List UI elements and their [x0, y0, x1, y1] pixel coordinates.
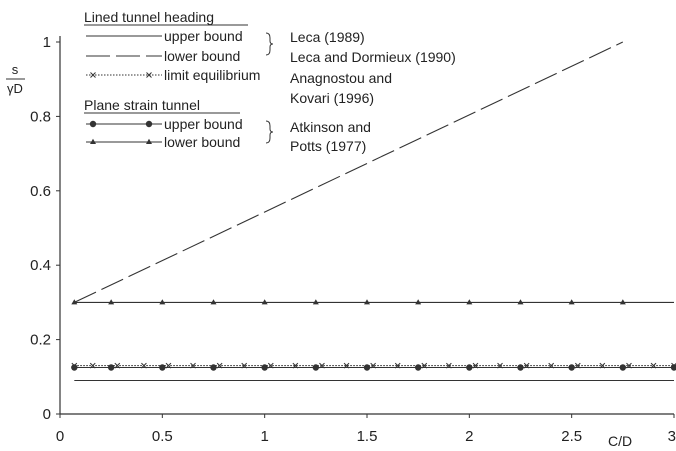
- legend-brace: [266, 33, 273, 55]
- point: [313, 364, 319, 370]
- point: [466, 364, 472, 370]
- y-axis-label-numerator: s: [12, 62, 19, 77]
- legend-brace: [266, 121, 273, 143]
- legend-source: Anagnostou and: [290, 70, 392, 86]
- point: [91, 73, 96, 78]
- point: [569, 299, 575, 304]
- y-tick-label: 0: [43, 406, 51, 423]
- y-tick-label: 0.2: [30, 332, 51, 349]
- point: [518, 299, 524, 304]
- x-axis-label: C/D: [608, 433, 632, 449]
- point: [415, 299, 421, 304]
- x-tick-label: 2.5: [561, 428, 582, 445]
- point: [620, 364, 626, 370]
- y-tick-label: 0.4: [30, 257, 51, 274]
- x-tick-label: 0.5: [152, 428, 173, 445]
- x-tick-label: 0: [56, 428, 64, 445]
- y-axis-label-denominator: γD: [7, 81, 23, 96]
- legend-label: upper bound: [164, 116, 243, 132]
- point: [146, 121, 152, 127]
- series-lower-bound-plane-strain-: [71, 299, 674, 304]
- point: [90, 139, 96, 144]
- legend-label: lower bound: [164, 134, 240, 150]
- legend: Lined tunnel heading upper bound lower bou…: [84, 9, 456, 154]
- point: [261, 364, 267, 370]
- legend-group-title: Plane strain tunnel: [84, 97, 200, 113]
- point: [108, 299, 114, 304]
- legend-source: Leca and Dormieux (1990): [290, 49, 456, 65]
- point: [159, 364, 165, 370]
- legend-group-title: Lined tunnel heading: [84, 9, 214, 25]
- x-tick-label: 2: [465, 428, 473, 445]
- point: [211, 299, 217, 304]
- legend-source: Potts (1977): [290, 138, 366, 154]
- y-tick-label: 0.6: [30, 183, 51, 200]
- x-tick-label: 3: [668, 428, 676, 445]
- point: [364, 299, 370, 304]
- x-tick-label: 1.5: [357, 428, 378, 445]
- legend-source: Leca (1989): [290, 29, 365, 45]
- x-tick-label: 1: [260, 428, 268, 445]
- y-tick-label: 1: [43, 34, 51, 51]
- point: [415, 364, 421, 370]
- legend-label: limit equilibrium: [164, 67, 260, 83]
- y-tick-label: 0.8: [30, 108, 51, 125]
- legend-source: Kovari (1996): [290, 90, 374, 106]
- point: [568, 364, 574, 370]
- point: [313, 299, 319, 304]
- legend-label: lower bound: [164, 48, 240, 64]
- point: [517, 364, 523, 370]
- point: [146, 139, 152, 144]
- point: [108, 364, 114, 370]
- point: [262, 299, 268, 304]
- legend-label: upper bound: [164, 28, 243, 44]
- legend-source: Atkinson and: [290, 119, 371, 135]
- point: [159, 299, 165, 304]
- point: [210, 364, 216, 370]
- point: [364, 364, 370, 370]
- point: [71, 364, 77, 370]
- point: [90, 121, 96, 127]
- point: [466, 299, 472, 304]
- point: [620, 299, 626, 304]
